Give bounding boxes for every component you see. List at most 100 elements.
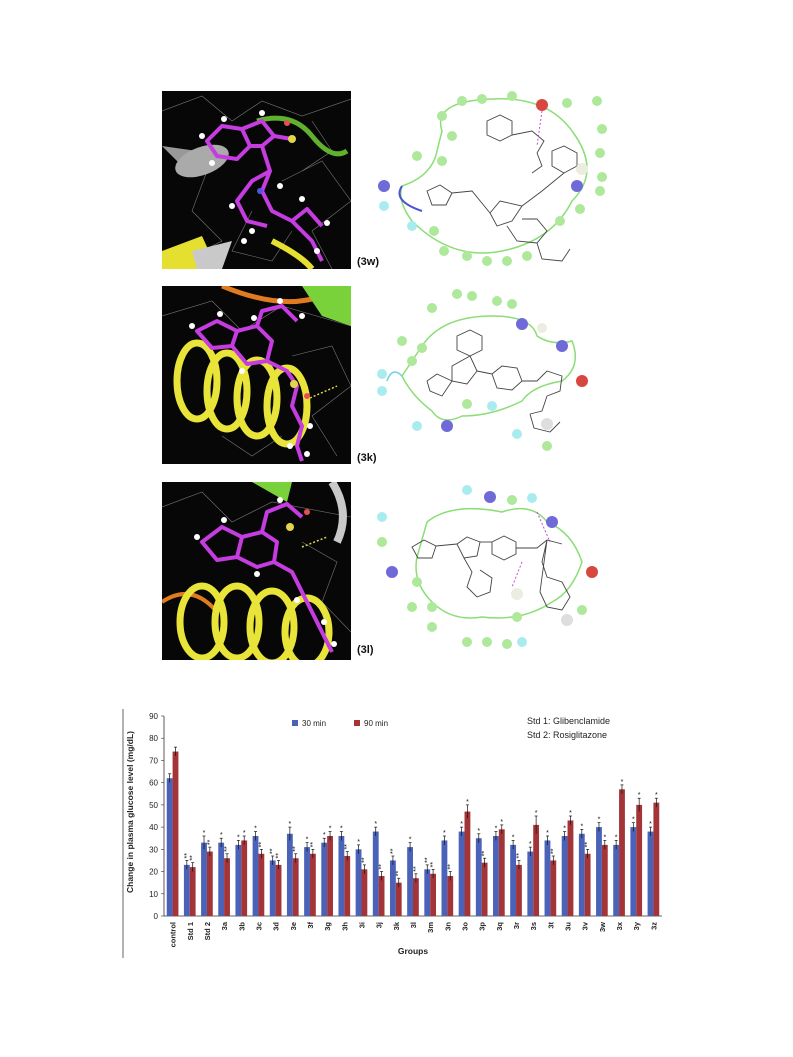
significance-marker: *: [580, 823, 583, 830]
bar-30min: [355, 849, 362, 916]
bar-30min: [527, 851, 534, 916]
interaction-map-3w: [378, 91, 607, 266]
bar-90min: [395, 882, 402, 916]
significance-marker: **: [447, 864, 454, 870]
bar-30min: [218, 842, 225, 916]
bar-30min: [475, 838, 482, 916]
bar-90min: [601, 844, 608, 916]
x-tick-label: 3n: [443, 922, 452, 931]
significance-marker: **: [276, 853, 283, 859]
x-tick-label: 3q: [495, 922, 504, 931]
x-tick-label: 3m: [426, 922, 435, 933]
bar-30min: [493, 836, 499, 916]
bar-30min: [561, 836, 568, 916]
bar-90min: [327, 836, 333, 916]
bar-90min: [292, 858, 299, 916]
y-tick-label: 50: [149, 801, 158, 810]
bar-30min: [596, 827, 602, 916]
significance-marker: *: [655, 792, 658, 799]
significance-marker: **: [293, 846, 300, 852]
significance-marker: *: [638, 792, 641, 799]
y-tick-label: 60: [149, 779, 158, 788]
x-tick-label: 3d: [272, 922, 281, 931]
significance-marker: *: [563, 826, 566, 833]
bar-90min: [464, 811, 471, 916]
bar-30min: [458, 831, 465, 916]
bar-30min: [630, 827, 637, 916]
panel-label-3k: (3k): [357, 452, 377, 464]
significance-marker: **: [424, 857, 431, 863]
significance-marker: *: [254, 826, 257, 833]
significance-marker: *: [546, 830, 549, 837]
significance-marker: *: [512, 834, 515, 841]
significance-marker: *: [500, 819, 503, 826]
y-tick-label: 30: [149, 845, 158, 854]
bar-90min: [584, 853, 591, 916]
significance-marker: *: [466, 799, 469, 806]
interaction-map-3l: [377, 485, 598, 649]
panel-label-3l: (3l): [357, 644, 374, 656]
x-tick-label: 3u: [564, 922, 573, 931]
y-tick-group: 0 10 20 30 40 50 60 70 80 90: [149, 712, 164, 921]
x-tick-label: Std 2: [203, 922, 212, 940]
significance-marker: *: [340, 826, 343, 833]
bar-90min: [430, 873, 437, 916]
significance-marker: *: [323, 832, 326, 839]
legend-swatch-90min: [354, 720, 360, 726]
significance-marker: *: [495, 826, 498, 833]
x-tick-label: 3b: [237, 922, 246, 931]
legend-label-90min: 90 min: [364, 719, 388, 728]
bar-90min: [241, 840, 248, 916]
legend-swatch-30min: [292, 720, 298, 726]
bar-90min: [206, 851, 213, 916]
bar-90min: [550, 860, 557, 916]
x-tick-label: 3y: [632, 921, 641, 930]
significance-marker: **: [585, 842, 592, 848]
bar-30min: [578, 833, 585, 916]
docking-3d-view-3w: [162, 95, 351, 269]
docking-image-3w: [162, 91, 351, 269]
x-tick-label: control: [169, 922, 178, 947]
significance-marker: *: [374, 821, 377, 828]
significance-marker: **: [361, 857, 368, 863]
bar-90min: [447, 876, 454, 916]
docking-image-3l: [162, 482, 351, 660]
significance-marker: **: [310, 842, 317, 848]
significance-marker: **: [390, 848, 397, 854]
significance-marker: *: [357, 839, 360, 846]
significance-marker: *: [203, 830, 206, 837]
interaction-diagram-3w: [372, 91, 622, 269]
significance-marker: **: [270, 848, 277, 854]
bar-30min: [269, 860, 276, 916]
bar-90min: [413, 878, 419, 916]
x-tick-label: 3i: [357, 922, 366, 928]
significance-marker: **: [413, 866, 420, 872]
x-tick-label: 3w: [598, 922, 607, 932]
interaction-diagram-3l: [372, 482, 622, 660]
significance-marker: *: [289, 821, 292, 828]
bar-90min: [636, 804, 643, 916]
bar-90min: [224, 858, 230, 916]
x-tick-label: 3z: [649, 922, 658, 930]
significance-marker: *: [329, 826, 332, 833]
bar-30min: [647, 831, 654, 916]
y-tick-label: 10: [149, 890, 158, 899]
y-tick-label: 70: [149, 756, 158, 765]
bar-90min: [275, 864, 282, 916]
bar-90min: [653, 802, 660, 916]
significance-marker: **: [344, 844, 351, 850]
y-axis-label: Change in plasma glucose level (mg/dL): [125, 731, 135, 893]
significance-marker: *: [603, 834, 606, 841]
x-tick-label: 3r: [512, 922, 521, 929]
x-tick-label: 3k: [392, 921, 401, 930]
bar-90min: [309, 853, 316, 916]
bar-group: *** * ****************** ***** *************…: [166, 746, 660, 916]
significance-marker: *: [243, 830, 246, 837]
std1-note: Std 1: Glibenclamide: [527, 716, 610, 726]
y-tick-label: 40: [149, 823, 158, 832]
bar-90min: [567, 820, 574, 916]
bar-30min: [304, 847, 310, 916]
interaction-diagram-3k: [372, 286, 622, 464]
x-tick-label: 3h: [340, 922, 349, 931]
